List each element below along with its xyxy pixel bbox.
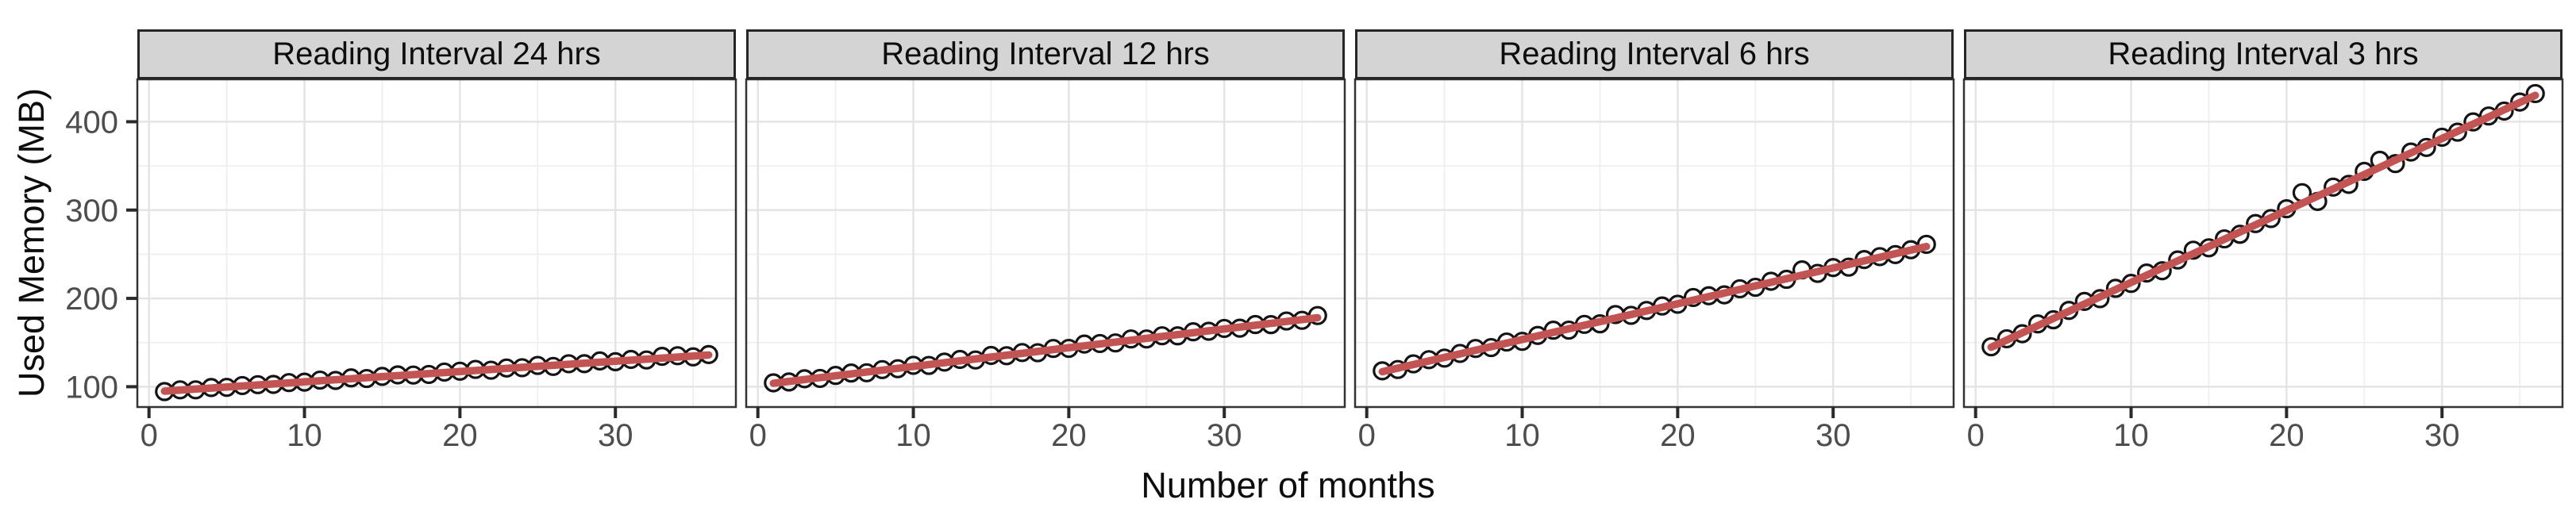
x-axis-title: Number of months	[1141, 465, 1435, 505]
x-tick-label: 20	[442, 418, 478, 453]
y-tick-label: 200	[65, 282, 118, 317]
x-tick-label: 0	[1358, 418, 1376, 453]
x-tick-label: 10	[1504, 418, 1540, 453]
x-tick-label: 0	[1967, 418, 1985, 453]
facet-panel: 0 10 20 30	[136, 78, 737, 453]
facet-strip-12hrs: Reading Interval 12 hrs	[746, 29, 1345, 79]
scatter-points	[764, 305, 1327, 393]
x-tick-label: 20	[2269, 418, 2305, 453]
x-tick-label: 30	[1816, 418, 1851, 453]
y-tick-label: 100	[65, 370, 118, 405]
trend-line	[769, 313, 1322, 387]
trend-line	[1987, 91, 2539, 351]
facet-panel: 0 10 20 30	[745, 78, 1346, 453]
x-tick-label: 30	[1207, 418, 1242, 453]
trend-line	[160, 351, 713, 395]
x-tick-label: 20	[1051, 418, 1087, 453]
y-axis-title: Used Memory (MB)	[11, 87, 52, 398]
y-axis: 100 200 300 400	[65, 105, 137, 405]
facet-panel: 0 10 20 30	[1962, 78, 2564, 453]
trend-line	[1378, 242, 1931, 376]
y-tick-label: 300	[65, 194, 118, 229]
x-tick-label: 30	[2424, 418, 2460, 453]
y-tick-label: 400	[65, 105, 118, 140]
x-tick-label: 30	[598, 418, 633, 453]
x-tick-label: 0	[749, 418, 767, 453]
x-tick-label: 10	[287, 418, 322, 453]
facet-strip-24hrs: Reading Interval 24 hrs	[137, 29, 736, 79]
x-tick-label: 0	[141, 418, 158, 453]
x-tick-label: 10	[2113, 418, 2149, 453]
x-tick-label: 10	[895, 418, 931, 453]
facet-strip-6hrs: Reading Interval 6 hrs	[1355, 29, 1954, 79]
facet-strip-3hrs: Reading Interval 3 hrs	[1964, 29, 2563, 79]
x-tick-label: 20	[1660, 418, 1696, 453]
facet-panel: 0 10 20 30	[1353, 78, 1955, 453]
